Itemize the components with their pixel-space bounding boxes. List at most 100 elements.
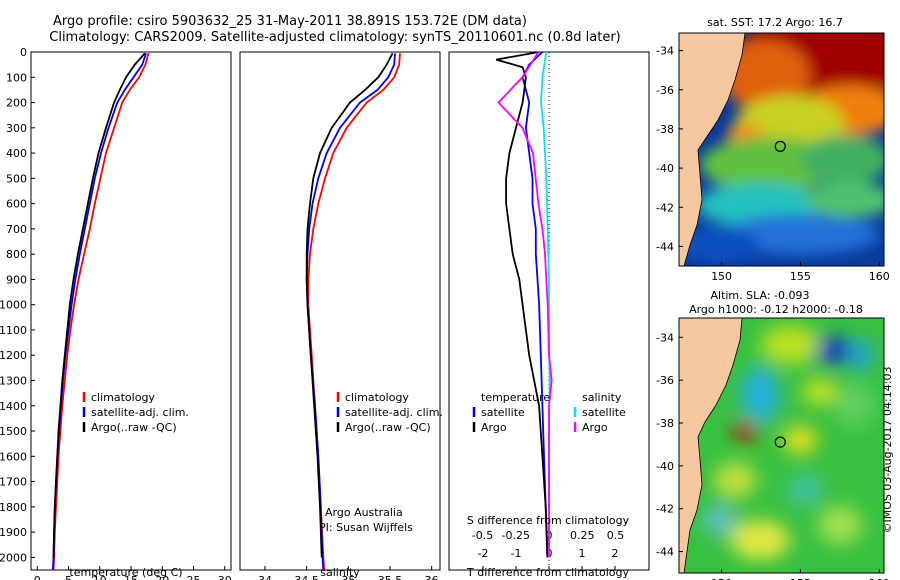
sst-argo-position-marker	[774, 140, 786, 152]
t-diff-tick-label: 2	[612, 547, 619, 560]
sla-land	[679, 318, 743, 573]
salinity-x-axis: 34 34.5 35 35.5 36	[258, 566, 439, 580]
map-lon-label: 155	[790, 270, 811, 283]
temperature-panel: 0100200300400500600700800900100011001200…	[0, 46, 232, 580]
map-lat-label: -40	[656, 162, 674, 175]
argo-australia-label: Argo Australia	[325, 506, 403, 519]
sla-map-axes: 150 155 160 -34 -36 -38 -40 -42 -44	[656, 331, 890, 580]
depth-tick-label: 100	[6, 71, 27, 84]
depth-tick-label: 200	[6, 97, 27, 110]
depth-tick-label: 1600	[0, 450, 27, 463]
depth-tick-label: 0	[20, 46, 27, 59]
map-lat-label: -34	[656, 45, 674, 58]
salinity-tick-label: 34	[258, 574, 272, 580]
depth-tick-label: 800	[6, 248, 27, 261]
salinity-tick-label: 34.5	[294, 574, 319, 580]
t-diff-tick-label: -1	[511, 547, 522, 560]
sst-map-title: sat. SST: 17.2 Argo: 16.7	[707, 16, 843, 29]
s-diff-tick-label: 0.25	[570, 529, 595, 542]
salinity-xlabel: salinity	[320, 566, 360, 579]
temperature-series-2	[52, 52, 146, 558]
t-diff-xlabel: T difference from climatology	[466, 566, 629, 579]
depth-axis: 0 100 200 300 400 500 600 700 800 900 1000 1100 1200…	[0, 46, 35, 564]
s-diff-tick-label: -0.5	[472, 529, 493, 542]
depth-tick-label: 400	[6, 147, 27, 160]
depth-tick-label: 1500	[0, 425, 27, 438]
depth-tick-label: 1000	[0, 299, 27, 312]
difference-panel: -2 -1 0 1 2-0.5 -0.25 0 0.25 0.5 S difference fr…	[448, 51, 650, 579]
sst-land	[679, 33, 746, 266]
legend-label: satellite-adj. clim.	[91, 406, 189, 419]
sst-map-axes: 150 155 160 -34 -36 -38 -40 -42 -44	[656, 45, 890, 283]
depth-tick-label: 1400	[0, 400, 27, 413]
map-lat-label: -36	[656, 84, 674, 97]
depth-tick-label: 1800	[0, 501, 27, 514]
map-lon-label: 160	[869, 577, 890, 580]
imos-stamp: ©IMOS 03-Aug-2017 04:14:03	[881, 367, 894, 534]
map-lat-label: -38	[656, 123, 674, 136]
figure-title-line2: Climatology: CARS2009. Satellite-adjuste…	[49, 30, 621, 45]
legend-label: satellite	[481, 406, 525, 419]
pi-label: PI: Susan Wijffels	[319, 521, 413, 534]
difference-legend: temperature salinity satellite Argo satellit…	[472, 391, 626, 434]
legend-label: climatology	[91, 391, 155, 404]
map-lat-label: -42	[656, 503, 674, 516]
s-diff-tick-label: 0.5	[607, 529, 625, 542]
t-diff-tick-label: -2	[478, 547, 489, 560]
sst-map: sat. SST: 17.2 Argo: 16.7 150 155 160 -34 -3…	[656, 16, 890, 283]
sla-map: Altim. SLA: -0.093 Argo h1000: -0.12 h20…	[656, 289, 890, 580]
map-lat-label: -40	[656, 460, 674, 473]
salinity-axes-frame	[239, 51, 441, 571]
t-diff-tick-label: 1	[579, 547, 586, 560]
difference-series-3	[497, 52, 553, 558]
temperature-tick-label: 30	[218, 574, 232, 580]
depth-tick-label: 1200	[0, 349, 27, 362]
legend-label: Argo	[582, 421, 608, 434]
depth-tick-label: 500	[6, 172, 27, 185]
salinity-tick-label: 35	[341, 574, 355, 580]
map-lon-label: 160	[869, 270, 890, 283]
map-lat-label: -44	[656, 240, 674, 253]
depth-tick-label: 300	[6, 122, 27, 135]
temperature-series-0	[52, 53, 150, 570]
depth-tick-label: 900	[6, 273, 27, 286]
temperature-tick-label: 25	[187, 574, 201, 580]
map-lon-label: 150	[711, 270, 732, 283]
depth-tick-label: 1100	[0, 324, 27, 337]
salinity-lines	[305, 52, 401, 570]
temperature-legend: climatology satellite-adj. clim. Argo(..ra…	[82, 391, 189, 434]
temperature-tick-label: 5	[65, 574, 72, 580]
temperature-lines	[52, 52, 150, 570]
legend-label: Argo(..raw -QC)	[91, 421, 177, 434]
figure-title-line1: Argo profile: csiro 5903632_25 31-May-20…	[53, 14, 527, 29]
temperature-tick-label: 0	[34, 574, 41, 580]
map-lon-label: 150	[711, 577, 732, 580]
temperature-tick-label: 20	[155, 574, 169, 580]
temperature-axes-frame	[30, 51, 232, 571]
legend-label: satellite-adj. clim.	[345, 406, 443, 419]
temperature-x-axis: 0 5 10 15 20 25 30	[34, 566, 232, 580]
salinity-tick-label: 36	[425, 574, 439, 580]
sla-map-title1: Altim. SLA: -0.093	[710, 289, 809, 302]
salinity-series-2	[305, 52, 394, 558]
temperature-xlabel: temperature (deg C)	[69, 566, 182, 579]
map-lat-label: -36	[656, 374, 674, 387]
depth-tick-label: 2000	[0, 551, 27, 564]
difference-lines	[495, 52, 553, 558]
map-lat-label: -44	[656, 546, 674, 559]
salinity-legend: climatology satellite-adj. clim. Argo(..ra…	[336, 391, 443, 434]
temperature-tick-label: 15	[124, 574, 138, 580]
legend-label: climatology	[345, 391, 409, 404]
depth-tick-label: 1300	[0, 374, 27, 387]
depth-tick-label: 700	[6, 223, 27, 236]
legend-label: Argo(..raw -QC)	[345, 421, 431, 434]
depth-tick-label: 600	[6, 198, 27, 211]
salinity-panel: 34 34.5 35 35.5 36 salinity climatology satel…	[239, 51, 443, 580]
difference-series-1	[495, 52, 549, 558]
legend-label: satellite	[582, 406, 626, 419]
salinity-tick-label: 35.5	[378, 574, 403, 580]
depth-tick-label: 1700	[0, 476, 27, 489]
s-diff-tick-label: -0.25	[502, 529, 530, 542]
legend-header-temperature: temperature	[481, 391, 550, 404]
